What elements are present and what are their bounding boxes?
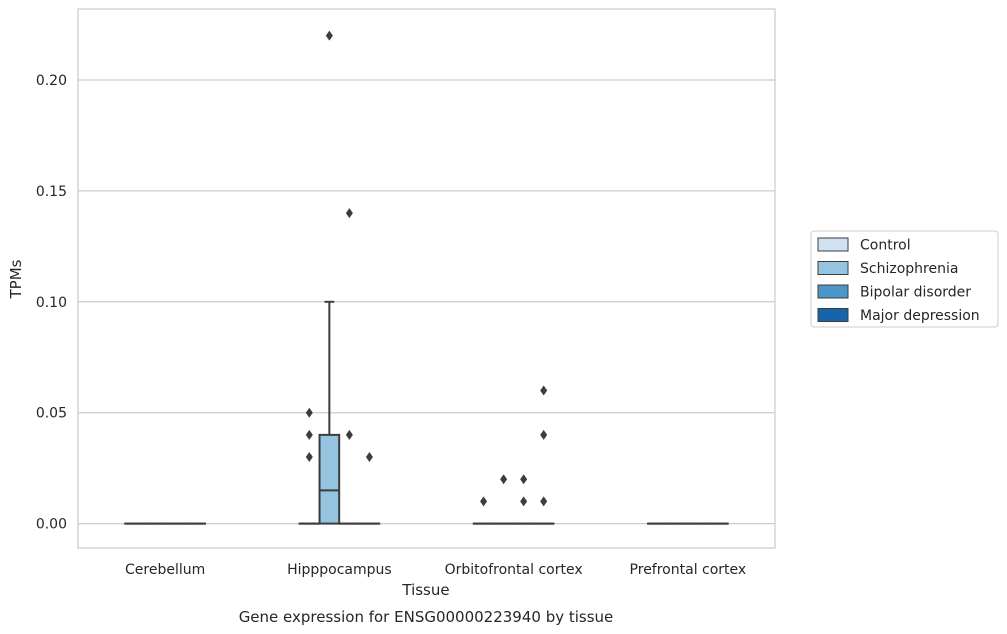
outlier-point bbox=[520, 474, 528, 485]
box-plot-marks bbox=[124, 30, 729, 525]
outlier-point bbox=[520, 496, 528, 507]
outlier-point bbox=[345, 208, 353, 219]
y-axis-label: TPMs bbox=[7, 259, 25, 299]
legend-frame bbox=[810, 230, 999, 328]
x-tick-label: Cerebellum bbox=[125, 562, 205, 578]
y-tick-label: 0.05 bbox=[36, 406, 67, 422]
chart-title: Gene expression for ENSG00000223940 by t… bbox=[239, 608, 614, 626]
legend-swatch bbox=[817, 261, 849, 275]
outlier-point bbox=[500, 474, 508, 485]
legend-label: Bipolar disorder bbox=[860, 285, 971, 301]
legend-swatch bbox=[817, 284, 849, 299]
x-tick-label: Orbitofrontal cortex bbox=[445, 562, 583, 578]
box bbox=[318, 433, 341, 525]
y-axis-ticks: 0.00 0.05 0.10 0.15 0.20 bbox=[36, 73, 67, 533]
legend-label: Schizophrenia bbox=[860, 261, 958, 277]
legend-label: Control bbox=[860, 238, 911, 254]
legend-label: Major depression bbox=[860, 308, 980, 324]
legend-swatch bbox=[817, 308, 849, 322]
outlier-point bbox=[540, 496, 548, 507]
y-tick-label: 0.10 bbox=[36, 295, 67, 311]
outlier-point bbox=[305, 407, 313, 418]
y-tick-label: 0.15 bbox=[36, 184, 67, 200]
outlier-point bbox=[345, 429, 353, 440]
x-axis-ticks: Cerebellum Hipppocampus Orbitofrontal cort… bbox=[125, 562, 746, 578]
x-tick-label: Prefrontal cortex bbox=[630, 562, 747, 578]
outlier-point bbox=[540, 385, 548, 396]
outlier-point bbox=[540, 429, 548, 440]
outlier-point bbox=[305, 429, 313, 440]
legend-swatch bbox=[817, 237, 849, 252]
y-tick-label: 0.20 bbox=[36, 73, 67, 89]
y-tick-label: 0.00 bbox=[36, 517, 67, 533]
outlier-point bbox=[305, 452, 313, 463]
outlier-point bbox=[365, 452, 373, 463]
x-axis-label: Tissue bbox=[401, 581, 449, 599]
outlier-point bbox=[325, 30, 333, 41]
grid-lines bbox=[78, 79, 775, 525]
x-tick-label: Hipppocampus bbox=[287, 562, 392, 578]
outlier-point bbox=[480, 496, 488, 507]
plot-frame bbox=[77, 8, 776, 549]
legend: Control Schizophrenia Bipolar disorder Majo… bbox=[810, 230, 999, 328]
